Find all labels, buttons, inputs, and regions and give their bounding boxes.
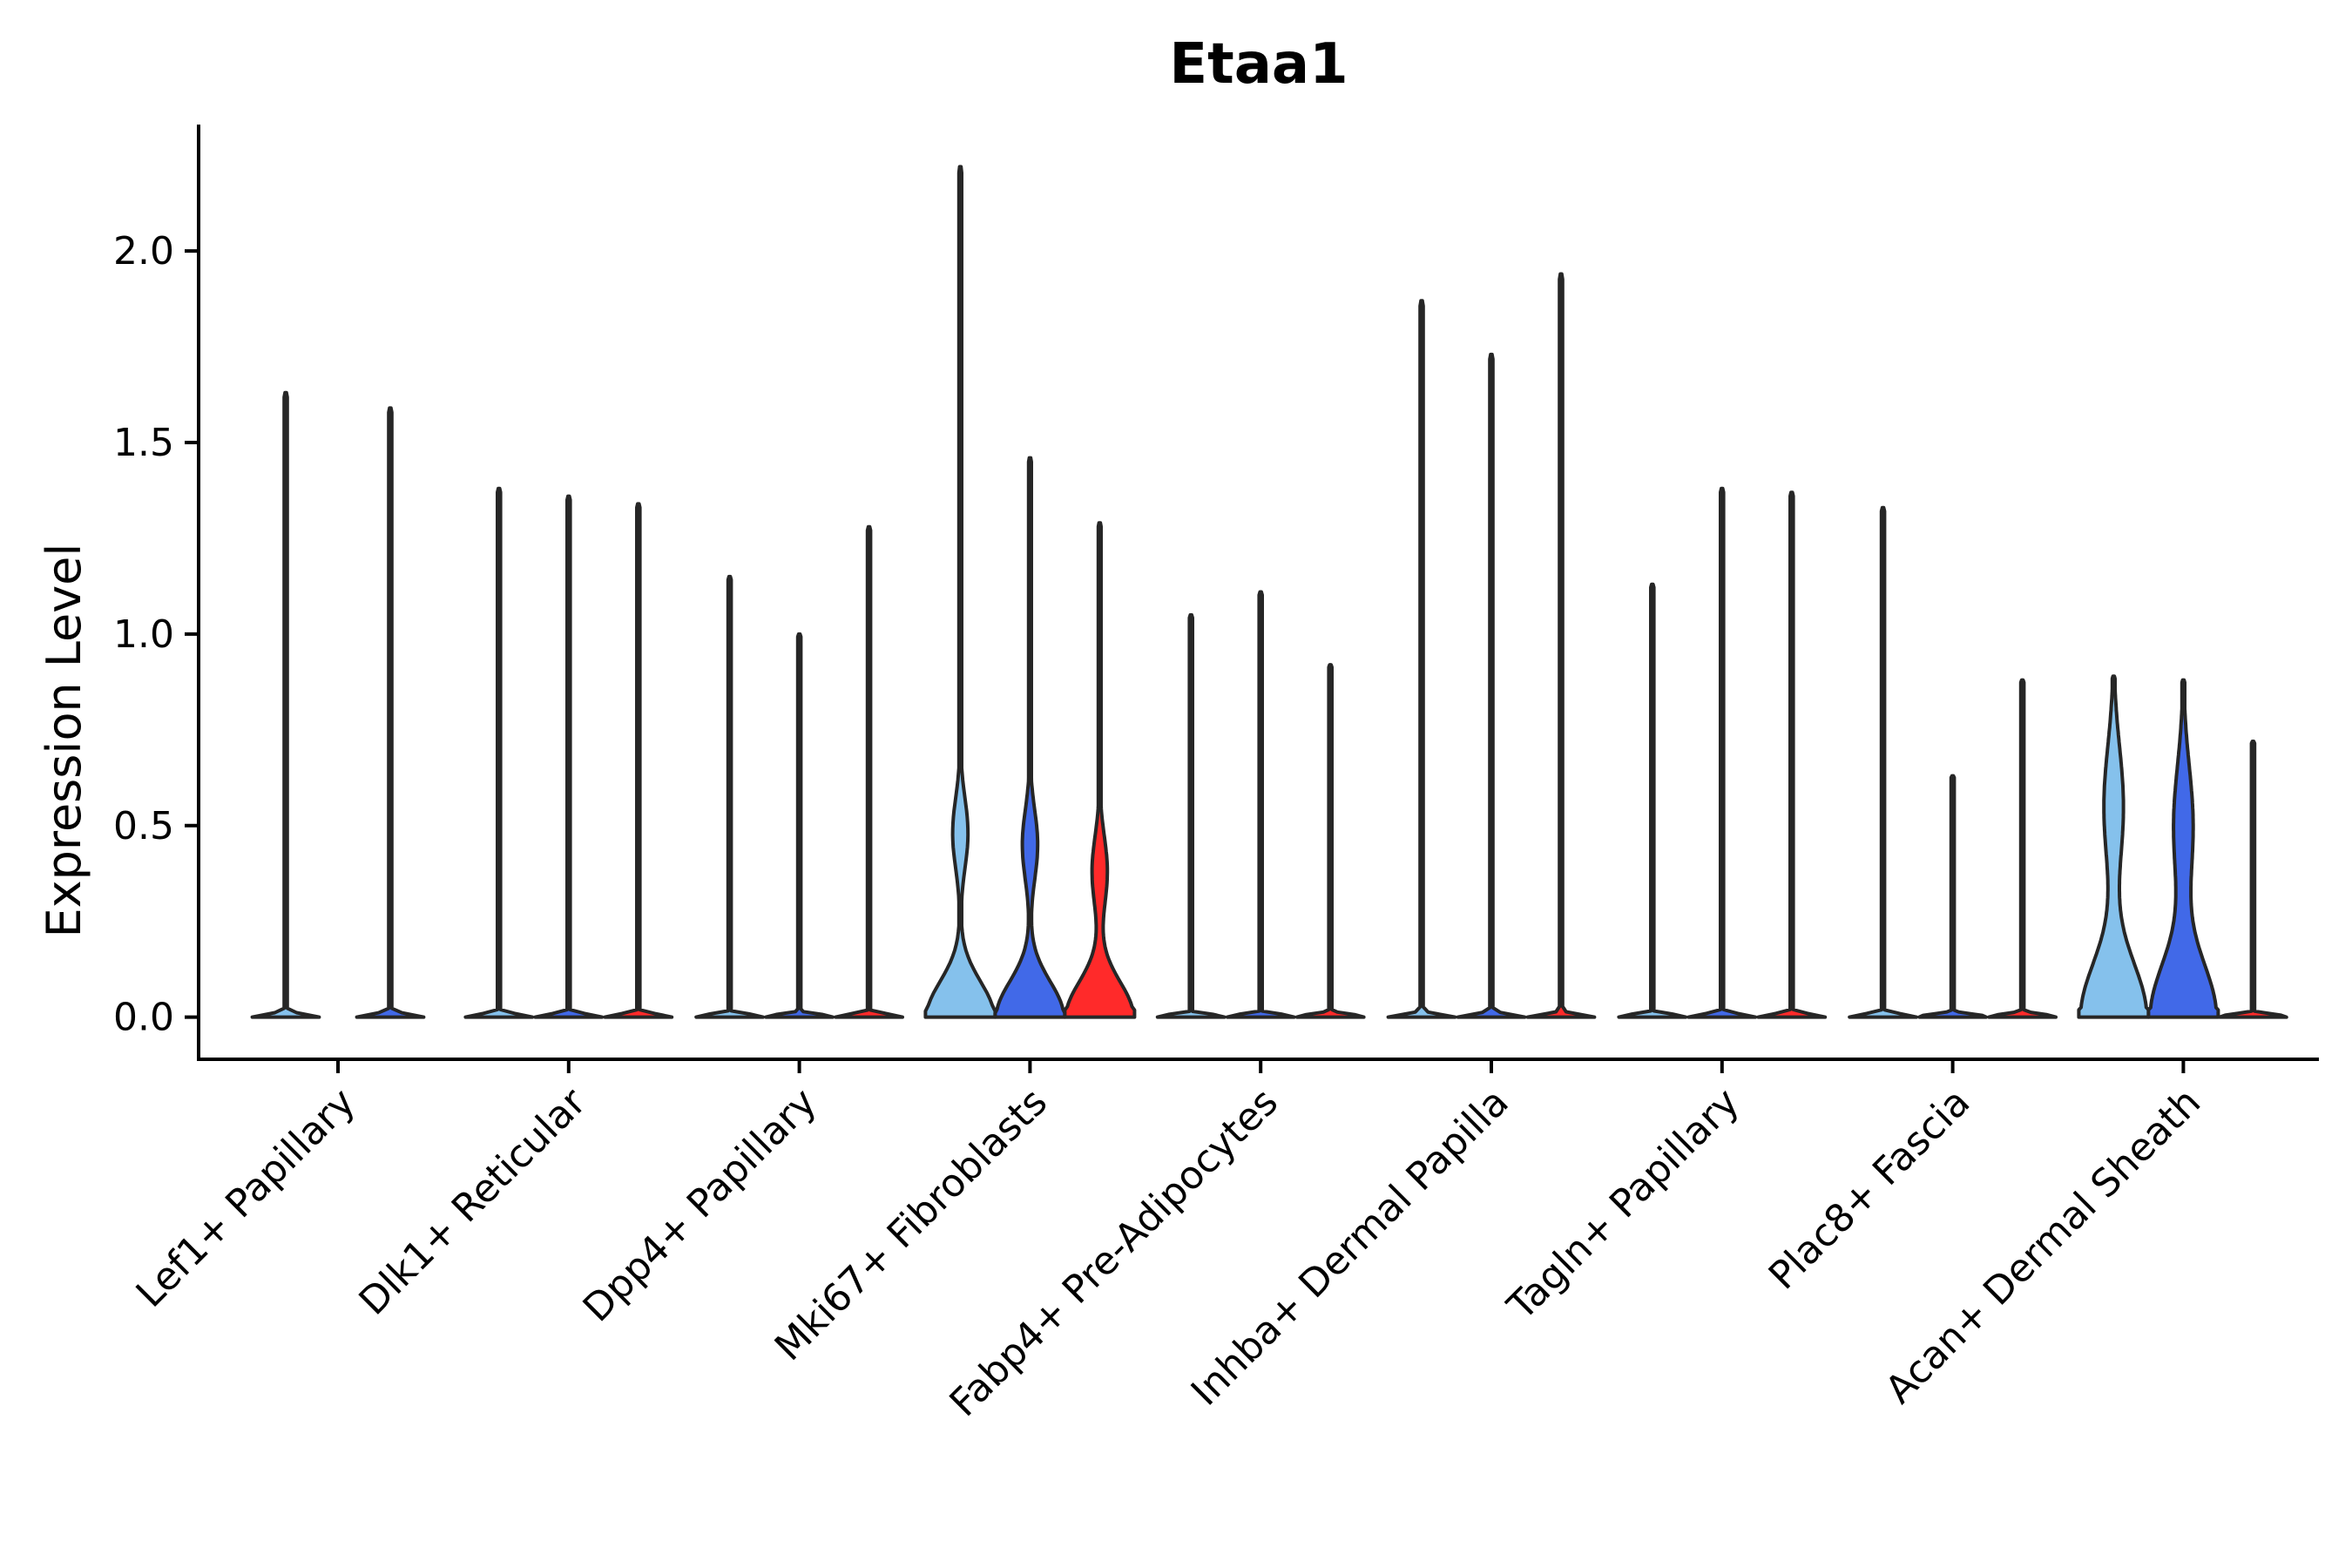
y-ticks-layer: 0.0 0.5 1.0 1.5 2.0: [113, 229, 199, 1040]
violin-shape: [2218, 740, 2288, 1019]
axes-layer: [197, 125, 2319, 1061]
violin-shape: [1987, 678, 2058, 1019]
violin-shape: [1063, 521, 1137, 1019]
x-tick-label: Tagln+ Papillary: [1498, 1080, 1747, 1329]
violin-shape: [923, 165, 997, 1019]
violin-shape: [1294, 663, 1366, 1019]
y-tick-label: 1.0: [113, 612, 174, 657]
y-tick-label: 0.0: [113, 996, 174, 1040]
chart-title: Etaa1: [1169, 32, 1348, 97]
violin-shape: [1917, 774, 1988, 1019]
violin-shape: [1848, 505, 1918, 1019]
violin-shape: [603, 502, 674, 1019]
violin-shape: [1386, 299, 1457, 1019]
violin-shape: [764, 632, 835, 1019]
violin-shape: [533, 494, 605, 1019]
violins-layer: [250, 165, 2288, 1019]
y-tick-label: 1.5: [113, 421, 174, 465]
violin-shape: [694, 574, 765, 1019]
violin-shape: [1456, 352, 1527, 1019]
violin-shape: [1225, 590, 1296, 1019]
violin-shape: [250, 390, 321, 1019]
violin-shape: [463, 486, 535, 1019]
violin-shape: [1617, 582, 1688, 1019]
violin-shape: [1525, 272, 1597, 1019]
x-tick-label: Plac8+ Fascia: [1761, 1080, 1979, 1299]
y-tick-label: 2.0: [113, 229, 174, 274]
x-tick-label: Lef1+ Papillary: [128, 1080, 364, 1316]
violin-shape: [993, 456, 1067, 1019]
y-axis-label: Expression Level: [37, 544, 91, 938]
violin-shape: [1686, 486, 1758, 1019]
violin-shape: [2077, 674, 2151, 1019]
y-tick-label: 0.5: [113, 804, 174, 848]
violin-shape: [834, 524, 904, 1019]
x-tick-label: Dpp4+ Papillary: [575, 1080, 826, 1331]
x-tick-label: Dlk1+ Reticular: [351, 1079, 596, 1324]
violin-shape: [2146, 678, 2220, 1019]
violin-shape: [1155, 612, 1227, 1019]
violin-shape: [1756, 490, 1828, 1019]
violin-shape: [355, 406, 426, 1019]
